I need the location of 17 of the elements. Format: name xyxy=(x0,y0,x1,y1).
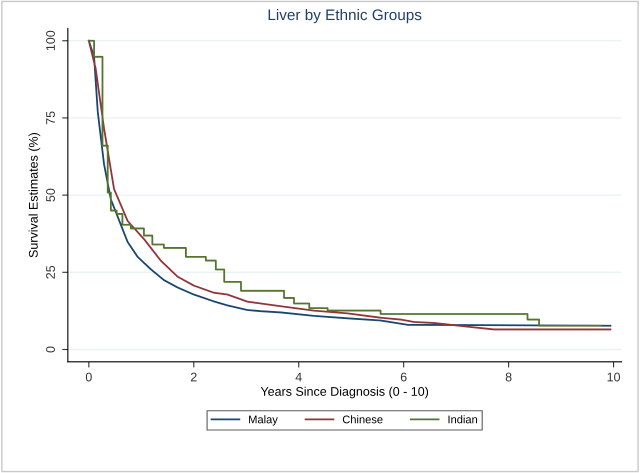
y-tick-label: 50 xyxy=(46,188,55,202)
chart-title: Liver by Ethnic Groups xyxy=(268,8,422,24)
y-axis-title: Survival Estimates (%) xyxy=(28,133,40,258)
x-axis-title: Years Since Diagnosis (0 - 10) xyxy=(260,386,428,398)
legend-label: Malay xyxy=(249,415,278,426)
x-tick-label: 6 xyxy=(400,372,407,382)
y-tick-label: 100 xyxy=(46,30,55,50)
legend-label: Chinese xyxy=(342,415,383,424)
x-tick-label: 10 xyxy=(608,372,620,382)
x-tick-label: 2 xyxy=(190,372,197,382)
x-tick-label: 8 xyxy=(506,372,512,382)
y-tick-label: 75 xyxy=(46,111,55,124)
x-tick-label: 0 xyxy=(86,372,92,382)
legend-label: Indian xyxy=(448,415,478,424)
y-tick-label: 0 xyxy=(46,346,55,352)
x-tick-label: 4 xyxy=(296,372,302,382)
y-tick-label: 25 xyxy=(46,266,55,279)
